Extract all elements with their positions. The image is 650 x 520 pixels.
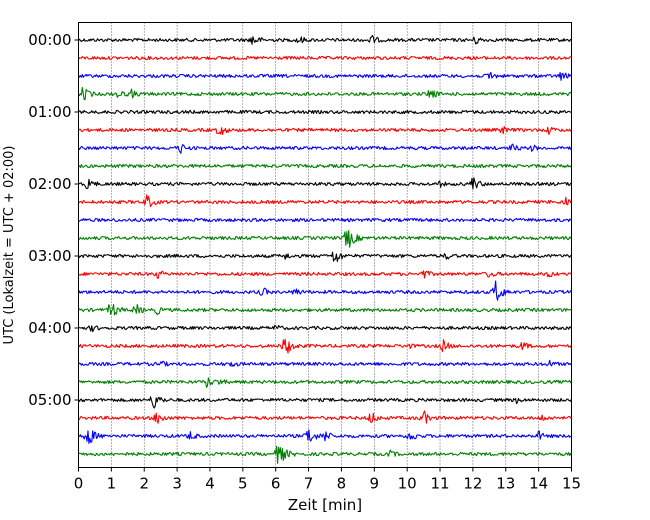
x-tick-label: 12 xyxy=(463,475,482,493)
x-tick-label: 8 xyxy=(337,475,347,493)
y-tick-label: 00:00 xyxy=(28,31,71,49)
y-tick-label: 04:00 xyxy=(28,319,71,337)
trace-0400 xyxy=(78,324,572,333)
y-axis-ticks: 00:00 01:00 02:00 03:00 04:00 05:00 xyxy=(28,31,79,409)
trace-0545 xyxy=(78,445,572,464)
trace-0300 xyxy=(77,251,572,263)
x-tick-label: 4 xyxy=(205,475,215,493)
trace-0030 xyxy=(78,71,572,81)
y-tick-label: 02:00 xyxy=(28,175,71,193)
trace-0345 xyxy=(78,303,572,316)
x-axis-label: Zeit [min] xyxy=(288,496,362,514)
y-tick-label: 05:00 xyxy=(28,391,71,409)
x-tick-label: 11 xyxy=(430,475,449,493)
trace-0115 xyxy=(78,126,572,135)
x-tick-label: 5 xyxy=(238,475,248,493)
trace-0130 xyxy=(77,143,572,154)
trace-0445 xyxy=(78,377,572,388)
x-tick-label: 6 xyxy=(271,475,281,493)
y-tick-label: 01:00 xyxy=(28,103,71,121)
trace-0315 xyxy=(78,270,572,280)
trace-0145 xyxy=(78,163,572,169)
plot-frame xyxy=(78,22,572,468)
x-tick-label: 13 xyxy=(496,475,515,493)
trace-0045 xyxy=(78,86,572,101)
trace-0245 xyxy=(78,229,572,248)
trace-0100 xyxy=(78,109,572,115)
x-tick-label: 2 xyxy=(139,475,149,493)
x-tick-label: 10 xyxy=(398,475,417,493)
trace-0515 xyxy=(78,410,572,424)
trace-0015 xyxy=(78,55,572,61)
grid-lines xyxy=(111,22,539,468)
x-tick-label: 15 xyxy=(562,475,581,493)
y-tick-label: 03:00 xyxy=(28,247,71,265)
trace-0215 xyxy=(78,194,572,208)
x-tick-label: 1 xyxy=(107,475,117,493)
x-tick-label: 9 xyxy=(370,475,380,493)
trace-0430 xyxy=(78,359,572,367)
trace-0500 xyxy=(78,396,573,409)
x-tick-label: 3 xyxy=(172,475,182,493)
x-tick-label: 14 xyxy=(529,475,548,493)
x-tick-label: 7 xyxy=(304,475,314,493)
traces xyxy=(77,34,573,464)
y-axis-label: UTC (Lokalzeit = UTC + 02:00) xyxy=(2,146,17,345)
x-axis-ticks: 0 1 2 3 4 5 6 7 8 9 10 11 12 13 14 15 xyxy=(74,467,581,493)
trace-0000 xyxy=(78,34,572,45)
trace-0230 xyxy=(78,217,572,223)
trace-0330 xyxy=(77,280,572,301)
trace-0415 xyxy=(78,338,573,354)
trace-0200 xyxy=(78,177,572,190)
x-tick-label: 0 xyxy=(74,475,84,493)
trace-0530 xyxy=(78,429,572,445)
